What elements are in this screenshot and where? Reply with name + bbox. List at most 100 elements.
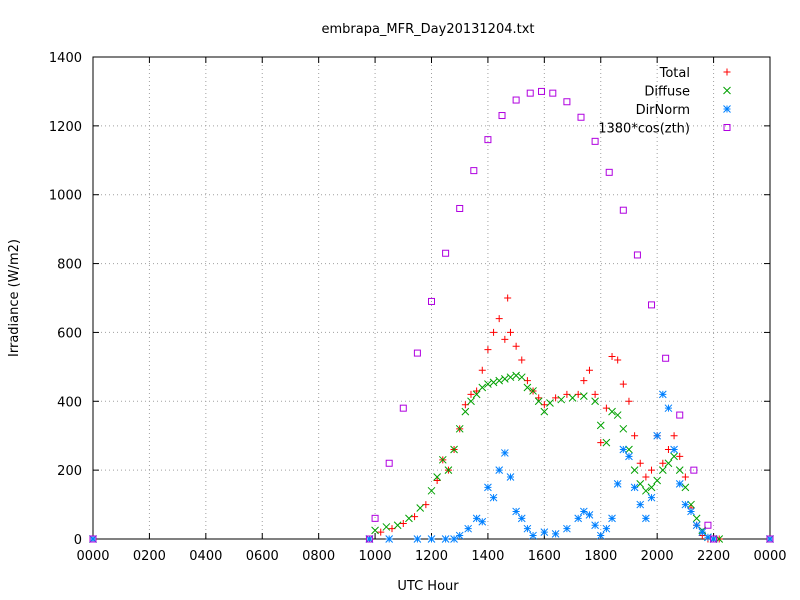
data-point xyxy=(676,452,684,460)
data-point xyxy=(709,535,718,543)
x-tick-label: 0400 xyxy=(189,549,222,564)
data-point xyxy=(413,349,421,357)
data-point xyxy=(385,535,394,543)
data-point xyxy=(495,376,504,385)
series-2 xyxy=(89,390,774,543)
data-point xyxy=(619,424,628,433)
data-point xyxy=(614,356,622,364)
data-point xyxy=(766,535,774,543)
data-point xyxy=(670,445,678,454)
data-point xyxy=(495,466,504,474)
data-point xyxy=(636,459,644,467)
data-point xyxy=(580,377,588,385)
data-point xyxy=(526,89,534,97)
series-3 xyxy=(89,87,774,543)
data-point xyxy=(690,466,698,474)
data-point xyxy=(648,466,656,474)
data-point xyxy=(472,390,481,399)
data-point xyxy=(687,507,695,516)
data-point xyxy=(670,452,678,461)
data-point xyxy=(642,514,650,523)
data-point xyxy=(552,394,560,402)
grid-lines xyxy=(93,57,770,539)
x-tick-label: 1200 xyxy=(415,549,448,564)
data-point xyxy=(602,524,611,533)
data-point xyxy=(631,432,639,440)
data-point xyxy=(489,493,498,502)
data-point xyxy=(692,521,701,530)
data-point xyxy=(512,507,520,516)
chart-title: embrapa_MFR_Day20131204.txt xyxy=(321,22,534,37)
data-point xyxy=(470,167,478,175)
data-point xyxy=(371,526,379,535)
data-point xyxy=(591,137,599,145)
legend-label: Total xyxy=(659,66,690,81)
y-tick-label: 1200 xyxy=(49,120,82,135)
data-point xyxy=(427,486,436,495)
data-point xyxy=(591,390,599,398)
data-point xyxy=(540,528,549,536)
x-tick-label: 1600 xyxy=(528,549,561,564)
data-point xyxy=(662,354,670,362)
data-point xyxy=(664,404,673,413)
data-point xyxy=(681,473,689,481)
data-point xyxy=(658,390,667,399)
data-point xyxy=(625,452,633,461)
data-point xyxy=(456,204,464,212)
data-point xyxy=(602,438,611,447)
data-point xyxy=(455,424,464,433)
data-point xyxy=(371,514,379,522)
data-point xyxy=(433,473,441,481)
data-point xyxy=(619,380,627,388)
data-point xyxy=(444,466,453,474)
data-point xyxy=(506,328,514,336)
data-point xyxy=(648,301,656,309)
data-point xyxy=(382,523,391,531)
data-point xyxy=(89,535,97,543)
data-point xyxy=(365,535,374,543)
y-tick-label: 800 xyxy=(57,258,82,273)
data-point xyxy=(608,514,616,523)
data-point xyxy=(461,407,470,416)
legend-marker xyxy=(723,105,731,113)
y-tick-label: 200 xyxy=(57,464,82,479)
data-point xyxy=(579,507,588,516)
data-point xyxy=(498,112,506,120)
data-point xyxy=(608,353,616,361)
legend-label: DirNorm xyxy=(636,103,690,118)
data-point xyxy=(633,251,641,259)
data-point xyxy=(574,514,583,523)
data-point xyxy=(563,98,571,106)
data-point xyxy=(608,407,616,416)
y-tick-label: 1000 xyxy=(49,189,82,204)
data-point xyxy=(596,421,605,430)
data-point xyxy=(585,511,594,519)
data-point xyxy=(529,531,537,540)
data-point xyxy=(579,392,588,400)
data-point xyxy=(501,335,509,343)
x-tick-label: 2000 xyxy=(641,549,674,564)
data-point xyxy=(534,397,543,406)
x-tick-label: 1400 xyxy=(471,549,504,564)
data-point xyxy=(441,535,450,543)
legend: Total Diffuse DirNorm 1380*cos(zth) xyxy=(598,66,731,137)
data-point xyxy=(512,96,520,104)
data-point xyxy=(704,533,712,542)
data-point xyxy=(450,445,458,454)
data-point xyxy=(385,459,393,467)
data-point xyxy=(659,459,667,467)
y-axis-label: Irradiance (W/m2) xyxy=(7,239,22,357)
data-point xyxy=(549,89,557,97)
data-point xyxy=(698,528,707,536)
data-point xyxy=(416,504,425,512)
data-point xyxy=(692,514,701,523)
data-point xyxy=(517,514,526,523)
y-tick-label: 1400 xyxy=(49,51,82,66)
data-point xyxy=(484,380,492,388)
x-tick-label: 0800 xyxy=(302,549,335,564)
data-point xyxy=(523,383,532,392)
legend-marker xyxy=(723,124,731,131)
data-point xyxy=(625,397,633,405)
data-point xyxy=(506,373,515,382)
data-point xyxy=(636,500,645,509)
